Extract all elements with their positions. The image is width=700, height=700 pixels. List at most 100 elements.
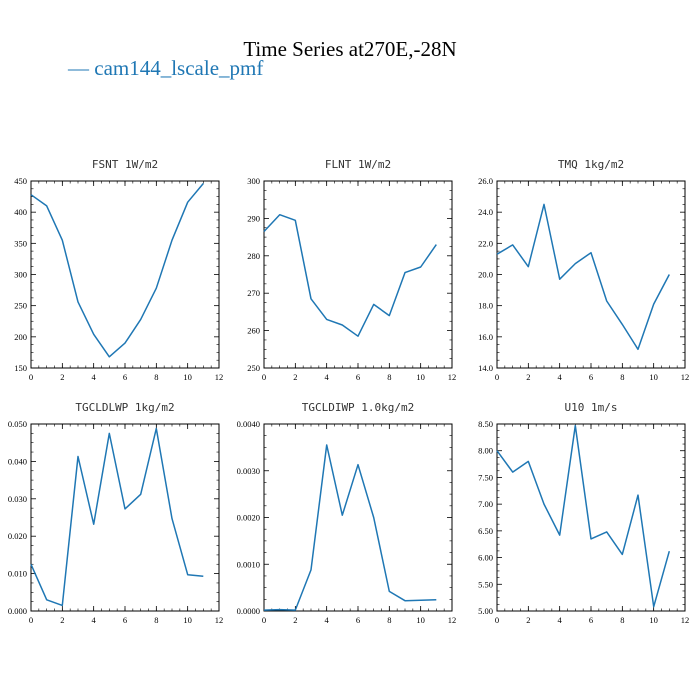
panel-title: FSNT 1W/m2 <box>92 158 158 171</box>
plot-frame <box>263 423 453 612</box>
x-tick-label: 6 <box>356 372 360 382</box>
x-tick-label: 4 <box>325 372 330 382</box>
y-tick-label: 300 <box>247 176 260 186</box>
x-tick-label: 12 <box>448 615 457 625</box>
y-tick-label: 8.00 <box>478 446 493 456</box>
y-tick-label: 250 <box>247 363 260 373</box>
series-line <box>30 427 204 607</box>
panels: FSNT 1W/m20 2 4 6 8 10 12150200250300350400450… <box>8 158 689 625</box>
x-tick-label: 12 <box>215 372 224 382</box>
x-tick-label: 2 <box>60 615 64 625</box>
x-tick-label: 6 <box>123 372 127 382</box>
y-tick-label: 8.50 <box>478 419 493 429</box>
chart-panel-6: U10 1m/s 0 2 4 6 8 10 12 5.00 5.50 6.00 6.50 7.00 7.5… <box>478 401 689 625</box>
y-tick-label: 150 <box>14 363 27 373</box>
y-tick-label: 300 <box>14 270 27 280</box>
y-tick-label: 280 <box>247 251 260 261</box>
y-tick-label: 0.040 <box>8 456 27 466</box>
x-tick-label: 8 <box>620 615 624 625</box>
y-tick-label: 0.0010 <box>237 559 260 569</box>
x-tick-label: 6 <box>589 615 593 625</box>
x-tick-label: 10 <box>416 615 425 625</box>
y-tick-label: 5.50 <box>478 579 493 589</box>
x-tick-label: 4 <box>92 372 97 382</box>
y-tick-label: 450 <box>14 176 27 186</box>
x-tick-label: 6 <box>356 615 360 625</box>
plot-frame <box>496 180 686 369</box>
plot-frame <box>496 423 686 612</box>
y-tick-label: 350 <box>14 238 27 248</box>
x-tick-label: 10 <box>649 372 658 382</box>
panel-title: TGCLDLWP 1kg/m2 <box>75 401 174 414</box>
y-tick-label: 0.010 <box>8 569 27 579</box>
x-tick-label: 8 <box>387 615 391 625</box>
x-tick-label: 4 <box>92 615 97 625</box>
series-line <box>263 213 437 337</box>
x-tick-label: 6 <box>123 615 127 625</box>
x-tick-label: 0 <box>29 615 33 625</box>
y-tick-label: 290 <box>247 213 260 223</box>
y-tick-label: 6.00 <box>478 553 493 563</box>
x-tick-label: 8 <box>154 372 158 382</box>
y-tick-label: 0.0000 <box>237 606 260 616</box>
y-tick-label: 18.0 <box>478 301 493 311</box>
chart-panel-5: TGCLDIWP 1.0kg/m2 0 2 4 6 8 10 12 0.0000 0.0010 0.… <box>237 401 457 625</box>
plot-frame <box>30 423 220 612</box>
x-tick-label: 4 <box>558 372 563 382</box>
x-tick-label: 10 <box>183 615 192 625</box>
chart-panel-1: FSNT 1W/m2 0 2 4 6 8 10 12 150 200 250 300 350 400 450 <box>14 158 223 382</box>
panel-title: TGCLDIWP 1.0kg/m2 <box>302 401 415 414</box>
x-tick-label: 0 <box>495 372 499 382</box>
y-tick-label: 0.0030 <box>237 466 260 476</box>
y-tick-label: 22.0 <box>478 238 493 248</box>
chart-panel-3: TMQ 1kg/m2 0 2 4 6 8 10 12 14.0 16.0 18.0 20.0 22.0 2… <box>478 158 689 382</box>
y-tick-label: 7.00 <box>478 499 493 509</box>
x-tick-label: 10 <box>183 372 192 382</box>
y-tick-label: 0.0040 <box>237 419 260 429</box>
x-tick-label: 2 <box>60 372 64 382</box>
x-tick-label: 12 <box>681 372 690 382</box>
plot-frame <box>263 180 453 369</box>
y-tick-label: 260 <box>247 326 260 336</box>
x-tick-label: 10 <box>416 372 425 382</box>
x-tick-label: 4 <box>325 615 330 625</box>
y-tick-label: 7.50 <box>478 472 493 482</box>
series-line <box>496 203 670 351</box>
x-tick-label: 4 <box>558 615 563 625</box>
y-tick-label: 20.0 <box>478 270 493 280</box>
y-tick-label: 400 <box>14 207 27 217</box>
y-tick-label: 16.0 <box>478 332 493 342</box>
x-tick-label: 0 <box>262 372 266 382</box>
y-tick-label: 0.020 <box>8 531 27 541</box>
x-tick-label: 0 <box>495 615 499 625</box>
legend-entry: — cam144_lscale_pmf <box>67 56 263 80</box>
x-tick-label: 2 <box>526 615 530 625</box>
y-tick-label: 0.0020 <box>237 513 260 523</box>
figure-title: Time Series at270E,-28N <box>243 37 456 61</box>
chart-panel-2: FLNT 1W/m2 0 2 4 6 8 10 12 250 260 270 280 290 300 <box>247 158 456 382</box>
panel-title: FLNT 1W/m2 <box>325 158 391 171</box>
x-tick-label: 2 <box>526 372 530 382</box>
x-tick-label: 12 <box>681 615 690 625</box>
x-tick-label: 0 <box>29 372 33 382</box>
panel-title: U10 1m/s <box>565 401 618 414</box>
series-line <box>496 424 671 608</box>
y-tick-label: 6.50 <box>478 526 493 536</box>
y-tick-label: 0.030 <box>8 494 27 504</box>
panel-title: TMQ 1kg/m2 <box>558 158 624 171</box>
y-tick-label: 0.050 <box>8 419 27 429</box>
y-tick-label: 24.0 <box>478 207 493 217</box>
x-tick-label: 6 <box>589 372 593 382</box>
series-line <box>263 444 437 611</box>
x-tick-label: 8 <box>387 372 391 382</box>
x-tick-label: 2 <box>293 615 297 625</box>
y-tick-label: 14.0 <box>478 363 493 373</box>
series-line <box>30 183 204 358</box>
y-tick-label: 0.000 <box>8 606 27 616</box>
x-tick-label: 10 <box>649 615 658 625</box>
y-tick-label: 250 <box>14 301 27 311</box>
x-tick-label: 8 <box>620 372 624 382</box>
y-tick-label: 5.00 <box>478 606 493 616</box>
x-tick-label: 12 <box>448 372 457 382</box>
